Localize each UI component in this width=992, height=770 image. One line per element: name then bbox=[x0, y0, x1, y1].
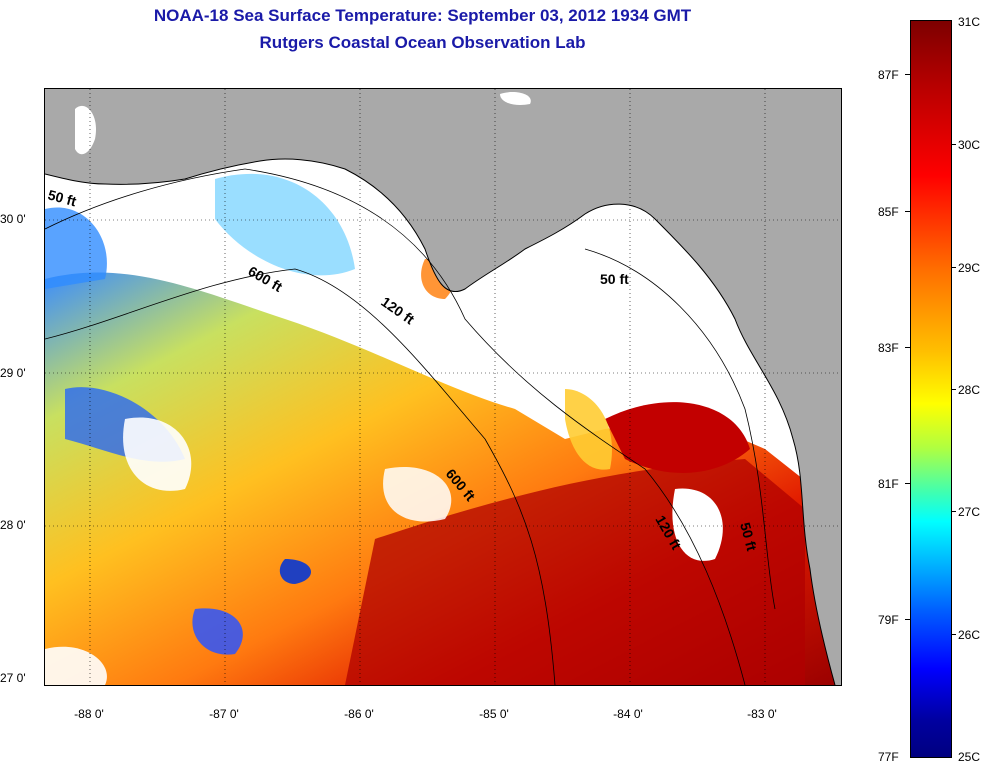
celsius-label: 30C bbox=[958, 138, 981, 152]
map-subtitle: Rutgers Coastal Ocean Observation Lab bbox=[259, 33, 586, 52]
contour-label: 50 ft bbox=[46, 186, 78, 209]
lat-tick-label: 27 0' bbox=[0, 671, 26, 685]
contour-label: 50 ft bbox=[737, 521, 760, 553]
fahrenheit-label: 83F bbox=[878, 341, 899, 355]
graticule bbox=[45, 89, 841, 685]
isobath-120ft bbox=[244, 168, 746, 685]
lon-tick-label: -88 0' bbox=[74, 707, 104, 721]
celsius-label: 26C bbox=[958, 628, 981, 642]
map-title: NOAA-18 Sea Surface Temperature: Septemb… bbox=[153, 6, 692, 25]
sst-map[interactable]: 50 ft 600 ft 120 ft 50 ft 600 ft 120 ft … bbox=[44, 88, 842, 686]
fahrenheit-label: 79F bbox=[878, 613, 899, 627]
lon-tick-label: -83 0' bbox=[747, 707, 777, 721]
fahrenheit-label: 77F bbox=[878, 750, 899, 764]
temperature-colorbar bbox=[910, 20, 952, 758]
celsius-label: 27C bbox=[958, 505, 981, 519]
isobath-50ft bbox=[45, 168, 246, 230]
fahrenheit-label: 87F bbox=[878, 68, 899, 82]
lat-tick-label: 30 0' bbox=[0, 212, 26, 226]
fahrenheit-label: 85F bbox=[878, 205, 899, 219]
lon-tick-label: -86 0' bbox=[344, 707, 374, 721]
lon-tick-label: -85 0' bbox=[479, 707, 509, 721]
contour-label: 50 ft bbox=[600, 271, 629, 287]
lat-tick-label: 28 0' bbox=[0, 518, 26, 532]
coastline bbox=[45, 158, 836, 685]
lat-tick-label: 29 0' bbox=[0, 366, 26, 380]
celsius-label: 28C bbox=[958, 383, 981, 397]
sst-field bbox=[45, 173, 841, 685]
lon-tick-label: -87 0' bbox=[209, 707, 239, 721]
fahrenheit-label: 81F bbox=[878, 477, 899, 491]
isobath-600ft bbox=[45, 268, 556, 685]
isobath-50ft-east bbox=[584, 248, 776, 610]
lon-tick-label: -84 0' bbox=[613, 707, 643, 721]
celsius-label: 25C bbox=[958, 750, 981, 764]
celsius-label: 31C bbox=[958, 15, 981, 29]
land bbox=[45, 89, 841, 685]
celsius-label: 29C bbox=[958, 261, 981, 275]
